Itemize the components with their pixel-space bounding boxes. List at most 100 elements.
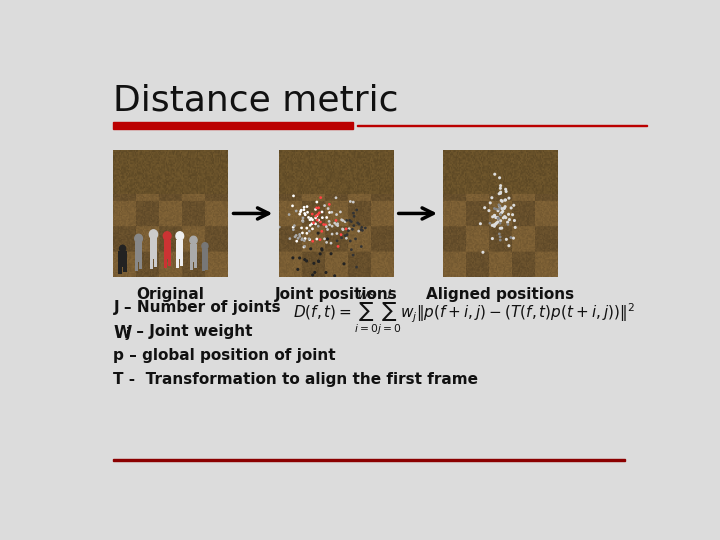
Bar (123, 266, 127, 272)
Point (489, 170, 500, 179)
Point (320, 220, 331, 229)
Point (271, 223, 283, 232)
Bar (139, 261, 142, 269)
Point (505, 233, 517, 242)
Point (302, 208, 313, 217)
Point (323, 200, 335, 208)
Point (316, 246, 328, 254)
Bar (168, 259, 171, 266)
Point (337, 225, 348, 234)
Point (495, 189, 506, 198)
Text: Joint positions: Joint positions (274, 287, 397, 302)
Point (301, 256, 312, 265)
Point (497, 207, 508, 215)
Bar (194, 261, 197, 268)
Point (353, 227, 364, 235)
Point (489, 212, 500, 220)
Bar (114, 122, 354, 129)
Point (489, 204, 500, 213)
Bar (202, 264, 204, 271)
Circle shape (120, 245, 125, 252)
Point (304, 215, 315, 224)
Point (348, 221, 359, 230)
Point (296, 224, 307, 232)
Point (287, 223, 299, 232)
Point (316, 208, 328, 217)
Point (292, 265, 304, 274)
Point (474, 219, 486, 228)
Point (309, 268, 320, 276)
Point (298, 203, 310, 212)
Bar (176, 259, 179, 268)
Point (298, 205, 310, 214)
Point (299, 255, 310, 264)
Point (344, 237, 356, 245)
Point (330, 220, 342, 229)
Point (350, 234, 361, 243)
Bar (135, 242, 142, 262)
Text: $D(f,t) = \sum_{i=0}^{WS}\sum_{j=0}^{J} w_j \| p(f+i,j) - (T(f,t)p(t+i,j)) \|^2$: $D(f,t) = \sum_{i=0}^{WS}\sum_{j=0}^{J} … (293, 287, 635, 336)
Point (284, 210, 295, 219)
Point (322, 234, 333, 243)
Point (308, 259, 320, 268)
Point (351, 206, 362, 214)
Point (492, 214, 504, 223)
Point (336, 234, 347, 242)
Point (499, 196, 510, 205)
Point (331, 230, 343, 238)
Point (356, 226, 368, 235)
Point (332, 221, 343, 230)
Point (335, 207, 346, 216)
Text: Original: Original (137, 287, 204, 302)
Point (354, 220, 365, 228)
Point (345, 197, 356, 206)
Bar (205, 264, 208, 270)
Point (348, 209, 359, 218)
Point (500, 202, 511, 211)
Point (310, 212, 322, 220)
Point (312, 210, 323, 219)
Point (329, 219, 341, 227)
Point (287, 201, 298, 210)
Point (322, 225, 333, 234)
Point (492, 214, 504, 223)
Bar (176, 240, 183, 259)
Point (494, 230, 505, 238)
Point (498, 204, 510, 213)
Point (492, 218, 503, 226)
Point (356, 223, 367, 232)
Point (330, 216, 342, 225)
Point (344, 216, 356, 225)
Point (321, 238, 333, 247)
Point (491, 219, 503, 227)
Point (487, 212, 498, 221)
Point (300, 234, 311, 243)
Point (500, 187, 512, 196)
Point (289, 232, 301, 241)
Text: T -  Transformation to align the first frame: T - Transformation to align the first fr… (114, 372, 478, 387)
Bar (190, 244, 197, 262)
Point (326, 222, 338, 231)
Point (490, 213, 502, 222)
Point (495, 210, 506, 218)
Point (343, 225, 355, 233)
Point (339, 218, 351, 226)
Point (292, 234, 304, 242)
Circle shape (149, 230, 158, 239)
Point (346, 225, 358, 234)
Bar (163, 259, 167, 268)
Point (500, 235, 512, 244)
Text: p – global position of joint: p – global position of joint (114, 348, 336, 363)
Point (310, 205, 321, 214)
Point (505, 204, 517, 212)
Point (494, 202, 505, 211)
Point (323, 204, 334, 213)
Point (316, 227, 328, 235)
Point (510, 223, 521, 232)
Point (303, 213, 315, 222)
Bar (135, 261, 138, 271)
Point (477, 248, 489, 256)
Point (495, 184, 506, 193)
Point (284, 234, 296, 243)
Point (299, 236, 310, 245)
